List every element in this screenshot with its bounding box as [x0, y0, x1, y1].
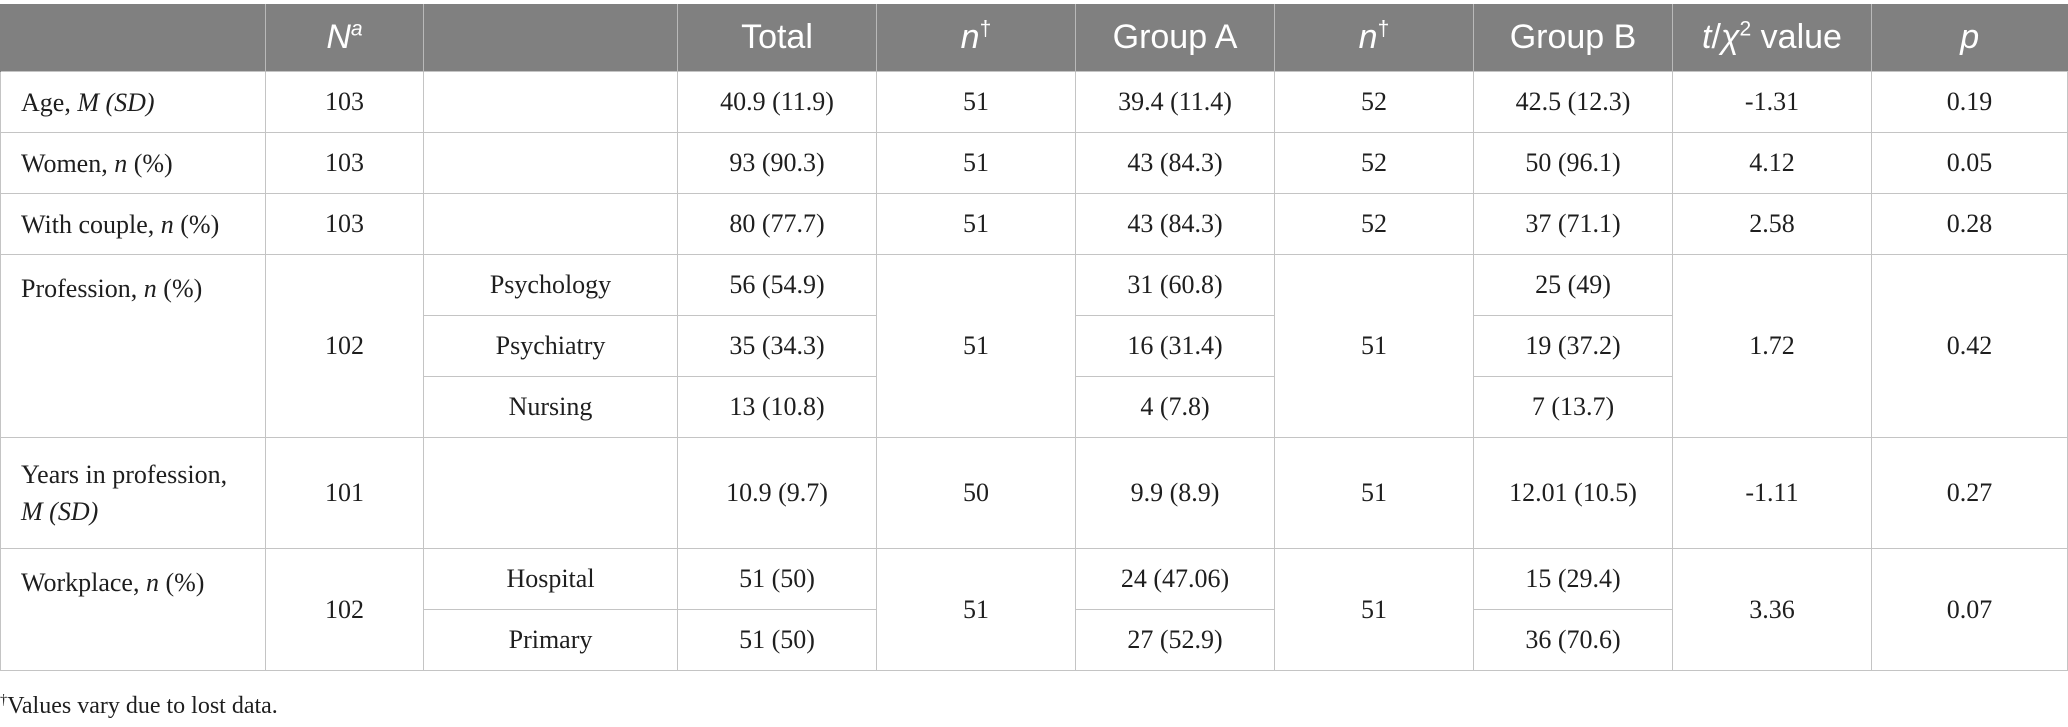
cell-p: 0.19 [1871, 71, 2068, 133]
header-variable [0, 4, 266, 72]
header-stat-value: t/χ2 value [1672, 4, 1872, 72]
cell-subcategory: Nursing [423, 376, 678, 438]
cell-group-a: 43 (84.3) [1075, 193, 1275, 255]
cell-group-b: 12.01 (10.5) [1473, 437, 1673, 549]
cell-stat: 2.58 [1672, 193, 1872, 255]
header-row: Na Total n† Group A n† Group B t/χ2 valu… [0, 4, 2068, 72]
cell-total: 10.9 (9.7) [677, 437, 877, 549]
cell-group-b: 36 (70.6) [1473, 609, 1673, 671]
row-label: Years in profession, M (SD) [0, 437, 266, 549]
header-total: Total [677, 4, 877, 72]
table-row-with-couple: With couple, n (%) 103 80 (77.7) 51 43 (… [0, 193, 2068, 255]
cell-n-total: 102 [265, 548, 424, 671]
cell-subcategory [423, 71, 678, 133]
cell-stat: 4.12 [1672, 132, 1872, 194]
header-n-group-a: n† [876, 4, 1076, 72]
cell-n-total: 103 [265, 193, 424, 255]
cell-group-a: 31 (60.8) [1075, 254, 1275, 316]
row-label: Workplace, n (%) [0, 548, 266, 671]
table-row-workplace: Workplace, n (%) 102 Hospital 51 (50) 51… [0, 548, 2068, 671]
cell-p: 0.27 [1871, 437, 2068, 549]
cell-n-group-a: 51 [876, 71, 1076, 133]
table-subrow-primary: Primary 51 (50) 27 (52.9) 36 (70.6) [1, 609, 2068, 671]
cell-stat: 3.36 [1672, 548, 1872, 671]
header-subcategory [423, 4, 678, 72]
cell-n-group-b: 51 [1274, 437, 1474, 549]
row-label: With couple, n (%) [0, 193, 266, 255]
cell-stat: 1.72 [1672, 254, 1872, 438]
cell-group-b: 7 (13.7) [1473, 376, 1673, 438]
cell-n-group-b: 51 [1274, 254, 1474, 438]
cell-p: 0.42 [1871, 254, 2068, 438]
table-container: Na Total n† Group A n† Group B t/χ2 valu… [0, 4, 2068, 671]
header-n-total: Na [265, 4, 424, 72]
cell-n-group-a: 51 [876, 193, 1076, 255]
cell-group-a: 16 (31.4) [1075, 315, 1275, 377]
cell-total: 80 (77.7) [677, 193, 877, 255]
table-footnote: †Values vary due to lost data. [0, 693, 278, 720]
cell-subcategory [423, 193, 678, 255]
cell-p: 0.07 [1871, 548, 2068, 671]
cell-total: 56 (54.9) [677, 254, 877, 316]
table-row-women: Women, n (%) 103 93 (90.3) 51 43 (84.3) … [0, 132, 2068, 194]
demographics-table: Na Total n† Group A n† Group B t/χ2 valu… [0, 4, 2068, 671]
cell-n-total: 103 [265, 71, 424, 133]
cell-group-b: 42.5 (12.3) [1473, 71, 1673, 133]
row-label: Profession, n (%) [0, 254, 266, 438]
cell-n-total: 102 [265, 254, 424, 438]
table-subrow-nursing: Nursing 13 (10.8) 4 (7.8) 7 (13.7) [1, 376, 2068, 438]
cell-subcategory: Psychology [423, 254, 678, 316]
cell-total: 35 (34.3) [677, 315, 877, 377]
cell-stat: -1.31 [1672, 71, 1872, 133]
cell-n-total: 101 [265, 437, 424, 549]
cell-subcategory [423, 437, 678, 549]
cell-n-group-a: 50 [876, 437, 1076, 549]
cell-group-a: 39.4 (11.4) [1075, 71, 1275, 133]
table-row-years-in-profession: Years in profession, M (SD) 101 10.9 (9.7… [0, 437, 2068, 549]
cell-n-group-b: 51 [1274, 548, 1474, 671]
cell-group-b: 15 (29.4) [1473, 548, 1673, 610]
cell-subcategory: Hospital [423, 548, 678, 610]
cell-group-b: 19 (37.2) [1473, 315, 1673, 377]
row-label: Women, n (%) [0, 132, 266, 194]
cell-group-a: 24 (47.06) [1075, 548, 1275, 610]
cell-total: 13 (10.8) [677, 376, 877, 438]
cell-p: 0.28 [1871, 193, 2068, 255]
cell-subcategory: Psychiatry [423, 315, 678, 377]
cell-n-total: 103 [265, 132, 424, 194]
cell-total: 40.9 (11.9) [677, 71, 877, 133]
cell-total: 51 (50) [677, 548, 877, 610]
cell-n-group-a: 51 [876, 132, 1076, 194]
header-group-a: Group A [1075, 4, 1275, 72]
cell-total: 93 (90.3) [677, 132, 877, 194]
cell-n-group-a: 51 [876, 254, 1076, 438]
cell-p: 0.05 [1871, 132, 2068, 194]
cell-group-a: 27 (52.9) [1075, 609, 1275, 671]
cell-group-b: 37 (71.1) [1473, 193, 1673, 255]
row-label: Age, M (SD) [0, 71, 266, 133]
cell-group-a: 43 (84.3) [1075, 132, 1275, 194]
header-n-group-b: n† [1274, 4, 1474, 72]
table-row-age: Age, M (SD) 103 40.9 (11.9) 51 39.4 (11.… [0, 71, 2068, 133]
header-p: p [1871, 4, 2068, 72]
header-group-b: Group B [1473, 4, 1673, 72]
cell-n-group-b: 52 [1274, 193, 1474, 255]
footnote-marker: † [0, 692, 8, 708]
cell-group-a: 4 (7.8) [1075, 376, 1275, 438]
footnote-text: Values vary due to lost data. [7, 693, 278, 719]
cell-subcategory [423, 132, 678, 194]
cell-n-group-a: 51 [876, 548, 1076, 671]
cell-group-b: 50 (96.1) [1473, 132, 1673, 194]
table-row-profession: Profession, n (%) 102 Psychology 56 (54.… [0, 254, 2068, 438]
cell-stat: -1.11 [1672, 437, 1872, 549]
cell-group-b: 25 (49) [1473, 254, 1673, 316]
cell-n-group-b: 52 [1274, 132, 1474, 194]
cell-total: 51 (50) [677, 609, 877, 671]
cell-n-group-b: 52 [1274, 71, 1474, 133]
cell-group-a: 9.9 (8.9) [1075, 437, 1275, 549]
cell-subcategory: Primary [423, 609, 678, 671]
